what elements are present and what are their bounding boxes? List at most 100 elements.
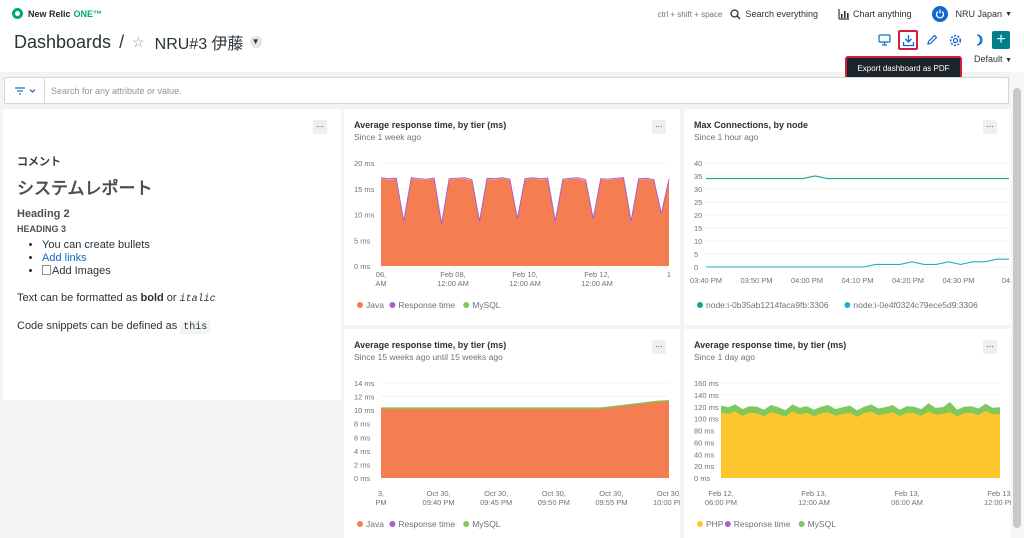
chart-anything-label: Chart anything xyxy=(852,9,912,19)
power-icon xyxy=(931,6,948,22)
download-icon xyxy=(902,34,914,46)
legend-swatch xyxy=(357,302,363,308)
y-tick-label: 35 xyxy=(694,172,702,181)
default-variant-selector[interactable]: Default ▼ xyxy=(974,54,1012,64)
y-tick-label: 40 xyxy=(694,159,702,168)
y-tick-label: 0 ms xyxy=(354,474,371,483)
search-everything-button[interactable]: Search everything xyxy=(730,8,818,20)
account-switcher[interactable]: NRU Japan ▼ xyxy=(931,6,1012,22)
x-tick-label: Feb 10, xyxy=(512,270,537,279)
x-tick-label: 04:10 PM xyxy=(841,276,873,285)
widget-more-menu-button[interactable]: ... xyxy=(652,120,666,134)
legend-label: Java xyxy=(366,300,384,310)
widget-more-menu-button[interactable]: ... xyxy=(983,340,997,354)
markdown-link[interactable]: Add links xyxy=(42,252,87,264)
y-tick-label: 10 xyxy=(694,237,702,246)
favorite-star-icon[interactable]: ☆ xyxy=(132,33,145,50)
legend-label: PHP xyxy=(706,519,724,529)
y-tick-label: 10 ms xyxy=(354,406,375,415)
markdown-link-item: Add links xyxy=(42,252,216,264)
search-shortcut-hint: ctrl + shift + space xyxy=(657,9,723,19)
x-tick-label: Feb 12, xyxy=(708,489,733,498)
markdown-heading-2: Heading 2 xyxy=(17,208,70,220)
page-scrollbar-thumb[interactable] xyxy=(1013,88,1021,528)
moon-icon xyxy=(976,34,983,46)
y-tick-label: 15 xyxy=(694,224,702,233)
x-tick-label: 09:50 PM xyxy=(538,498,570,507)
new-relic-logo[interactable]: New Relic ONE™ xyxy=(12,8,102,19)
dark-mode-button[interactable] xyxy=(969,31,987,49)
new-relic-logo-icon xyxy=(12,8,23,19)
widget-title: Average response time, by tier (ms) xyxy=(354,120,507,130)
text-run: Code snippets can be defined as xyxy=(17,320,181,332)
legend-label: Response time xyxy=(398,300,455,310)
x-tick-label: 06, xyxy=(376,270,386,279)
y-tick-label: 120 ms xyxy=(694,403,719,412)
legend-swatch xyxy=(844,302,851,308)
pencil-icon xyxy=(927,34,938,45)
y-tick-label: 60 ms xyxy=(694,438,715,447)
series-area-php xyxy=(721,410,1000,478)
brand-suffix: ONE™ xyxy=(73,8,103,19)
markdown-bullet-list: You can create bullets Add links Add Ima… xyxy=(42,239,216,277)
x-tick-label: Feb 12, xyxy=(584,270,609,279)
edit-button[interactable] xyxy=(923,31,941,49)
chevron-down-icon: ▼ xyxy=(1005,57,1012,64)
y-tick-label: 10 ms xyxy=(354,211,375,220)
legend-label: Java xyxy=(366,519,384,529)
legend-swatch xyxy=(463,302,470,308)
legend-label: node:i-0b35ab1214faca9fb:3306 xyxy=(706,300,829,310)
y-tick-label: 100 ms xyxy=(694,415,719,424)
chart-svg: 14 ms 12 ms 10 ms 8 ms 6 ms 4 ms 2 ms 0 ms 3,PM O… xyxy=(354,379,680,529)
widget-more-menu-button[interactable]: ... xyxy=(313,120,327,134)
x-tick-label: 10:00 PM xyxy=(653,498,680,507)
add-widget-button[interactable]: + xyxy=(992,31,1010,49)
legend-label: MySQL xyxy=(472,519,501,529)
widget-subtitle: Since 1 week ago xyxy=(354,132,422,142)
chart-anything-button[interactable]: Chart anything xyxy=(838,8,912,20)
x-tick-label: Oct 30, xyxy=(599,489,623,498)
y-tick-label: 0 xyxy=(694,263,698,272)
markdown-paragraph-code: Code snippets can be defined as this xyxy=(17,320,216,334)
y-tick-label: 25 xyxy=(694,198,702,207)
widget-title: Average response time, by tier (ms) xyxy=(354,340,507,350)
filter-search-input[interactable]: Search for any attribute or value. xyxy=(51,85,182,96)
export-pdf-button[interactable] xyxy=(898,30,918,50)
y-tick-label: 20 ms xyxy=(694,462,715,471)
x-tick-label: Feb 13, xyxy=(894,489,919,498)
series-area-java xyxy=(381,401,669,478)
legend-swatch xyxy=(724,521,731,527)
widget-subtitle: Since 15 weeks ago until 15 weeks ago xyxy=(354,352,503,362)
markdown-widget: ... コメント システムレポート Heading 2 HEADING 3 Yo… xyxy=(3,109,341,400)
dashboard-menu-chevron-icon[interactable]: ▼ xyxy=(249,36,262,48)
dashboard-name: NRU#3 伊藤 xyxy=(154,36,244,53)
tv-mode-button[interactable] xyxy=(875,31,893,49)
legend-swatch xyxy=(798,521,805,527)
markdown-bullet: You can create bullets xyxy=(42,239,216,251)
widget-more-menu-button[interactable]: ... xyxy=(652,340,666,354)
x-tick-label: 03:40 PM xyxy=(690,276,722,285)
x-tick-label: 12:00 AM xyxy=(798,498,830,507)
filter-menu-button[interactable] xyxy=(5,78,45,103)
markdown-comment: コメント xyxy=(17,156,61,168)
widget-more-menu-button[interactable]: ... xyxy=(983,120,997,134)
plus-icon: + xyxy=(996,31,1006,48)
chart-widget-response-time-day: ... Average response time, by tier (ms) … xyxy=(684,329,1011,538)
x-tick-label: 03:50 PM xyxy=(740,276,772,285)
italic-text: italic xyxy=(179,294,216,305)
settings-button[interactable] xyxy=(946,31,964,49)
x-tick-label: Oct 30, xyxy=(657,489,680,498)
series-line xyxy=(706,175,1009,180)
export-pdf-tooltip: Export dashboard as PDF xyxy=(845,56,962,81)
x-tick-label: PM xyxy=(375,498,386,507)
y-tick-label: 0 ms xyxy=(354,262,371,271)
x-tick-label: 3, xyxy=(378,489,384,498)
y-tick-label: 12 ms xyxy=(354,393,375,402)
x-tick-label: 04:30 PM xyxy=(942,276,974,285)
x-tick-label: 04:20 PM xyxy=(892,276,924,285)
x-tick-label: Feb 13, xyxy=(801,489,826,498)
legend-swatch xyxy=(389,302,396,308)
brand-name: New Relic xyxy=(28,8,71,19)
breadcrumb-dashboards[interactable]: Dashboards xyxy=(14,31,112,52)
